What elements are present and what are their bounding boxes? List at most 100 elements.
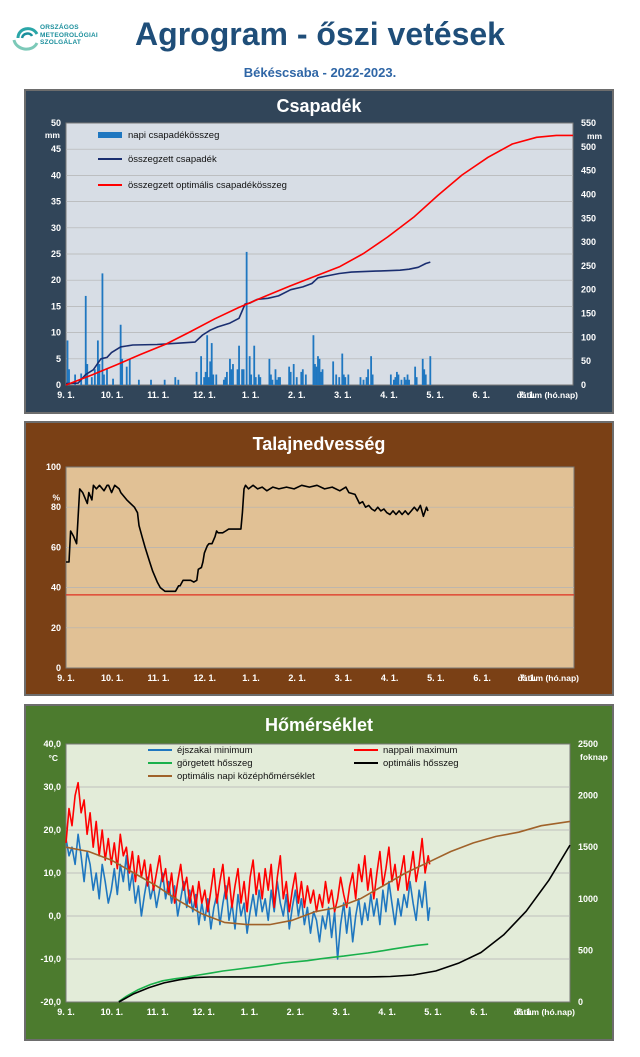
x-tick-label: 10. 1. <box>101 673 124 683</box>
x-tick-label: 4. 1. <box>378 1007 396 1017</box>
precip-bar <box>268 358 271 385</box>
precip-bar <box>200 356 202 385</box>
y-tick-label: 25 <box>51 249 61 259</box>
legend-label: összegzett optimális csapadékösszeg <box>128 180 287 191</box>
precip-bar <box>370 356 373 385</box>
precip-bar <box>229 358 231 385</box>
y2-tick-label: 0 <box>581 380 586 390</box>
y-tick-label: 50 <box>51 118 61 128</box>
x-tick-label: 3. 1. <box>335 673 353 683</box>
y-tick-label: 40 <box>51 583 61 593</box>
precip-bar <box>341 353 344 385</box>
optimal-heat-sum-line <box>118 844 571 1003</box>
precip-bar <box>93 369 96 385</box>
x-tick-label: 11. 1. <box>147 390 169 400</box>
soil-moisture-line <box>66 484 429 593</box>
x-tick-label: 7. 1. <box>520 673 538 683</box>
precip-bar <box>279 377 281 385</box>
precip-bar <box>212 374 215 385</box>
precip-bar <box>119 324 122 385</box>
precip-bar <box>222 379 225 385</box>
y-axis-label: % <box>52 492 60 502</box>
precip-bar <box>408 379 410 385</box>
precip-panel: Csapadék 0 5 10 15 20 25 30 35 40 45 50 9. 1. 10. 1.… <box>24 89 614 414</box>
precip-bar <box>224 377 227 385</box>
precip-bar <box>103 374 105 385</box>
soil-chart-title: Talajnedvesség <box>252 434 386 454</box>
x-tick-label: 11. 1. <box>147 1007 169 1017</box>
y-tick-label: 60 <box>51 542 61 552</box>
precip-bar <box>274 369 277 385</box>
precip-bar <box>429 356 432 385</box>
legend-label: összegzett csapadék <box>128 154 217 165</box>
x-tick-label: 6. 1. <box>473 390 491 400</box>
legend-label: éjszakai minimum <box>177 745 253 756</box>
y-tick-label: 30,0 <box>43 782 61 792</box>
y2-tick-label: 200 <box>581 285 596 295</box>
x-tick-label: 4. 1. <box>380 390 398 400</box>
precip-bar <box>400 379 403 385</box>
x-tick-label: 12. 1. <box>193 673 216 683</box>
precip-bar <box>210 343 213 385</box>
x-tick-label: 3. 1. <box>332 1007 350 1017</box>
y-tick-label: 80 <box>51 502 61 512</box>
precip-chart-title: Csapadék <box>276 96 362 116</box>
precip-bar <box>276 379 278 385</box>
precip-bar <box>405 379 407 385</box>
precip-bar <box>253 345 256 385</box>
logo-icon <box>12 27 39 51</box>
y2-tick-label: 400 <box>581 189 596 199</box>
precip-bar <box>335 374 338 385</box>
precip-bar <box>232 364 234 385</box>
x-tick-label: 9. 1. <box>57 673 75 683</box>
x-tick-label: 3. 1. <box>334 390 352 400</box>
y2-tick-label: 250 <box>581 261 596 271</box>
precip-bar <box>318 358 321 385</box>
y2-axis-label: mm <box>587 131 603 141</box>
legend-swatch-bar <box>98 132 122 138</box>
precip-bar <box>204 371 207 385</box>
precip-bar <box>367 369 369 385</box>
y-tick-label: 40 <box>51 170 61 180</box>
logo-line-2: METEOROLÓGIAI <box>40 31 98 39</box>
y-axis-label: mm <box>45 130 61 140</box>
precip-bar <box>424 374 427 385</box>
precip-bar <box>203 377 206 385</box>
precip-bar <box>304 374 307 385</box>
precip-bar <box>365 377 368 385</box>
legend-label: optimális hősszeg <box>383 758 459 769</box>
x-tick-label: 9. 1. <box>57 1007 75 1017</box>
precip-bar <box>206 335 209 385</box>
y2-tick-label: 0 <box>578 997 583 1007</box>
y-tick-label: 10,0 <box>43 868 61 878</box>
precip-bar <box>406 374 409 385</box>
precip-bar <box>371 374 374 385</box>
y-tick-label: 40,0 <box>43 739 61 749</box>
x-axis-label: dátum (hó.nap) <box>518 673 580 683</box>
precip-bar <box>137 379 140 385</box>
x-tick-label: 9. 1. <box>57 390 75 400</box>
precip-bar <box>248 356 251 385</box>
y-tick-label: 20 <box>51 623 61 633</box>
x-tick-label: 2. 1. <box>287 1007 305 1017</box>
y-tick-label: -20,0 <box>40 997 61 1007</box>
temp-chart: -20,0 -10,0 0,0 10,0 20,0 30,0 40,0 9. 1. 10. 1.… <box>40 739 607 1017</box>
precip-bar <box>98 364 101 385</box>
precip-bar <box>332 361 335 385</box>
x-tick-label: 1. 1. <box>242 673 260 683</box>
y-tick-label: -10,0 <box>40 954 61 964</box>
precip-bar <box>128 358 131 385</box>
precip-bar <box>238 345 240 385</box>
precip-bar <box>392 379 395 385</box>
y2-tick-label: 550 <box>581 118 596 128</box>
y2-tick-label: 50 <box>581 356 591 366</box>
precip-bar <box>150 379 152 385</box>
y2-tick-label: 100 <box>581 332 596 342</box>
tmax-line <box>65 781 431 913</box>
precip-bar <box>415 377 418 385</box>
optimal-mean-temp-line <box>65 820 571 926</box>
x-tick-label: 12. 1. <box>192 1007 215 1017</box>
precip-bar <box>209 361 212 385</box>
precip-bar <box>68 369 70 385</box>
precip-bar <box>259 377 262 385</box>
